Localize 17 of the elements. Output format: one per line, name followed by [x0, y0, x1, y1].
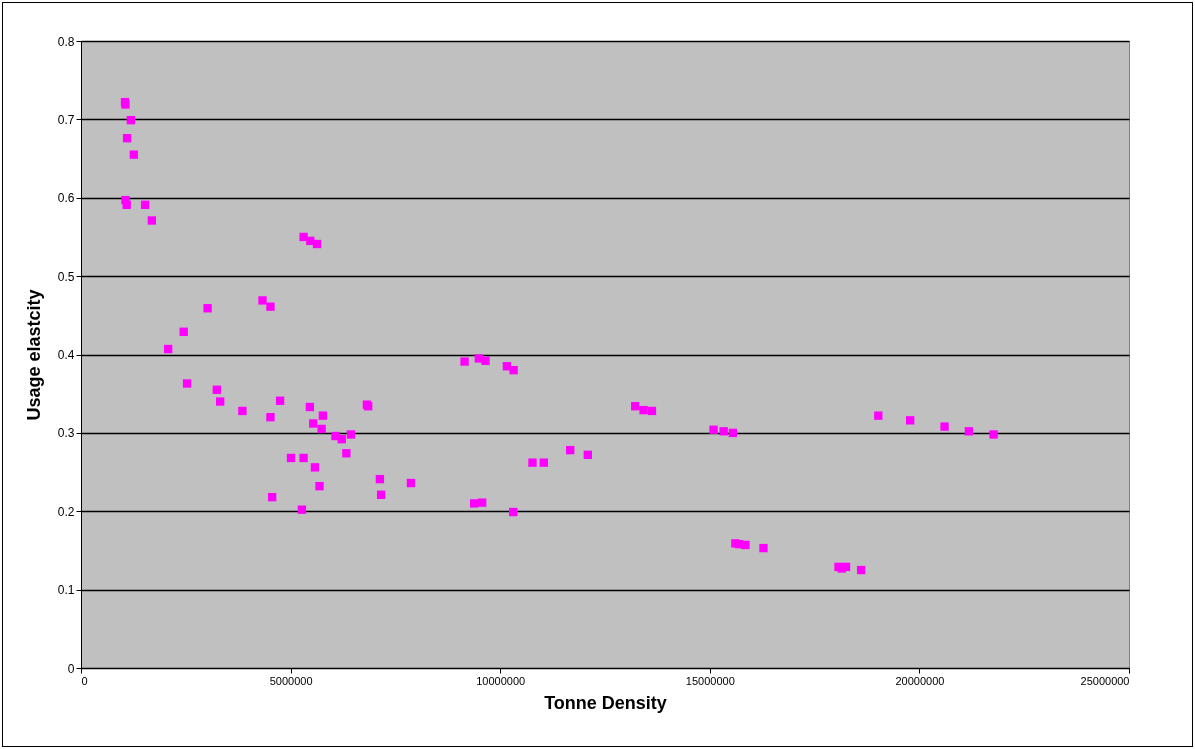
x-tick-label: 5000000 — [269, 674, 313, 687]
y-tick-label: 0.2 — [57, 504, 75, 519]
y-tick-label: 0 — [67, 661, 75, 676]
x-tick-label: 15000000 — [685, 674, 735, 687]
x-tick-label: 25000000 — [1080, 674, 1130, 687]
y-tick-label: 0.1 — [57, 583, 75, 598]
y-tick-label: 0.7 — [57, 112, 75, 127]
x-tick-label: 20000000 — [895, 674, 945, 687]
y-tick-label: 0.3 — [57, 426, 75, 441]
y-axis-title: Usage elastcity — [23, 289, 44, 421]
y-tick-label: 0.6 — [57, 191, 75, 206]
y-tick-label: 0.8 — [57, 34, 75, 49]
y-tick-label: 0.4 — [57, 348, 75, 362]
x-axis-title: Tonne Density — [544, 692, 667, 713]
x-tick-label: 10000000 — [476, 674, 526, 687]
x-tick-label: 0 — [81, 674, 88, 687]
y-tick-label: 0.5 — [57, 269, 75, 284]
